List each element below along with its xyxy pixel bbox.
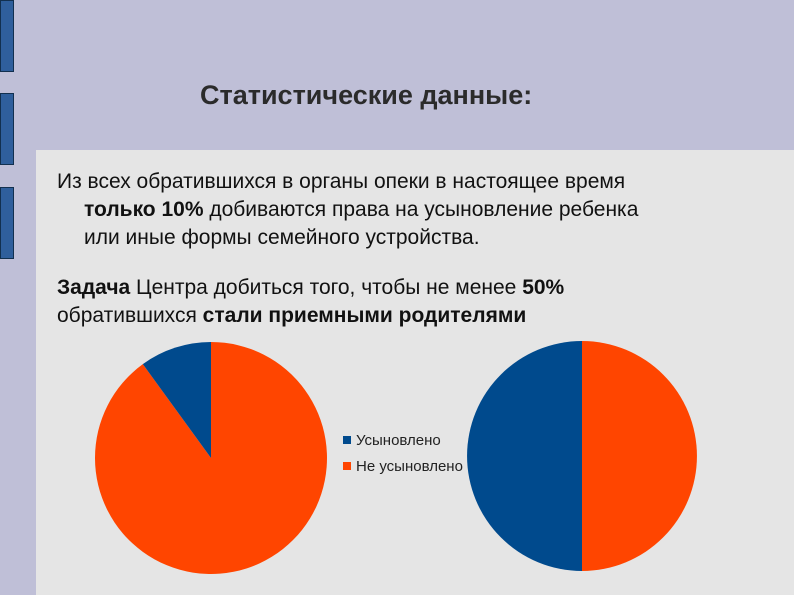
paragraph-text: обратившихся [57, 304, 203, 327]
paragraph-line: или иные формы семейного устройства. [84, 226, 480, 249]
page-title: Статистические данные: [200, 80, 533, 110]
paragraph-text: добиваются права на усыновление ребенка [203, 198, 639, 221]
pie-slice-adopted [467, 341, 582, 571]
accent-bar [0, 93, 14, 165]
statistics-paragraph: Из всех обратившихся в органы опеки в на… [57, 168, 777, 252]
legend-label: Не усыновлено [356, 458, 463, 475]
pie-slice-adopted [142, 342, 211, 458]
highlight-text: 50% [522, 276, 565, 299]
goal-paragraph: Задача Центра добиться того, чтобы не ме… [57, 274, 777, 330]
pie-slice-not-adopted [94, 342, 327, 574]
highlight-text: Задача [57, 276, 131, 299]
accent-bar [0, 187, 14, 259]
legend-swatch [343, 462, 351, 470]
paragraph-text: Центра добиться того, чтобы не менее [130, 276, 523, 299]
highlight-text: стали приемными родителями [202, 304, 527, 327]
pie-slice-not-adopted [582, 341, 697, 571]
paragraph-line: Из всех обратившихся в органы опеки в на… [57, 170, 626, 193]
legend-label: Усыновлено [356, 432, 441, 449]
paragraph-line: только 10% добиваются права на усыновлен… [57, 196, 777, 224]
highlight-text: только 10% [84, 198, 204, 221]
legend-swatch [343, 436, 351, 444]
accent-bar [0, 0, 14, 72]
